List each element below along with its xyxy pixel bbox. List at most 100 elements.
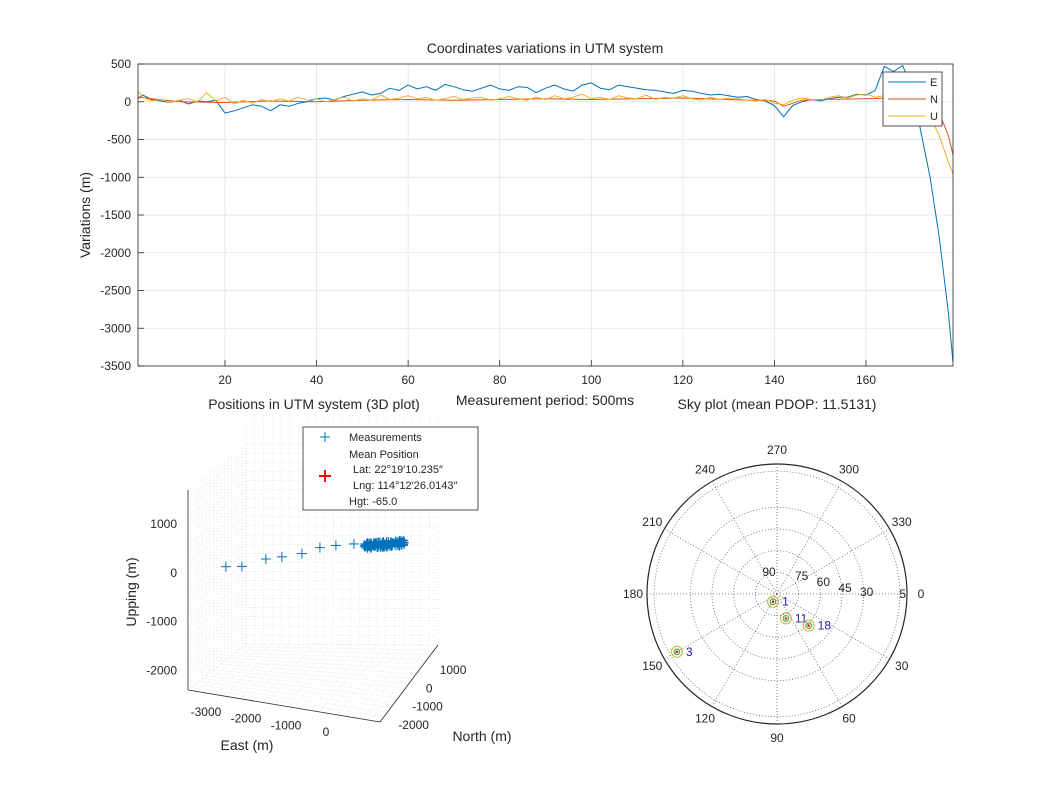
north-tick-label: -2000 xyxy=(398,718,429,732)
measurement-point xyxy=(260,554,271,565)
satellite-prn-label: 1 xyxy=(782,595,789,609)
left-wall-gridline xyxy=(187,480,247,527)
east-tick-label: 0 xyxy=(323,725,330,739)
satellite-dot xyxy=(675,650,679,654)
floor-gridline xyxy=(198,681,391,708)
scatter-3d-x-label: East (m) xyxy=(221,737,274,753)
floor-gridline xyxy=(224,661,417,675)
floor-gridline xyxy=(195,684,388,713)
north-tick-label: -1000 xyxy=(412,700,443,714)
floor-gridline xyxy=(301,644,360,710)
floor-gridline xyxy=(231,655,424,665)
left-wall-gridline xyxy=(187,443,247,491)
y-tick-label: -1500 xyxy=(100,208,131,222)
sky-azimuth-spoke xyxy=(776,593,890,660)
scatter-3d-axes xyxy=(187,490,439,723)
measurement-point xyxy=(400,536,409,545)
floor-gridline xyxy=(235,652,428,660)
sky-azimuth-spoke xyxy=(711,481,778,595)
sky-azimuth-label: 210 xyxy=(642,515,662,529)
measurement-point xyxy=(366,544,375,553)
satellite-inner xyxy=(769,598,777,606)
left-wall-gridline xyxy=(187,607,247,654)
back-wall-gridline xyxy=(245,534,439,537)
sky-elevation-ring xyxy=(653,470,901,718)
series-u-line xyxy=(137,87,954,174)
measurement-point xyxy=(370,540,379,549)
floor-gridline xyxy=(209,672,402,694)
back-wall-gridline xyxy=(245,580,439,582)
floor-gridline xyxy=(240,644,299,699)
legend-lat: Lat: 22°19′10.235″ xyxy=(353,464,443,476)
sky-azimuth-label: 90 xyxy=(770,731,784,745)
measurement-point xyxy=(348,538,359,549)
measurement-point xyxy=(314,542,325,553)
series-e-line xyxy=(137,65,954,363)
back-wall-gridline xyxy=(245,525,439,528)
satellite-dot xyxy=(771,600,775,604)
floor-gridline xyxy=(196,643,255,692)
y-tick-label: -3500 xyxy=(100,359,131,373)
scatter-3d-title: Positions in UTM system (3D plot) xyxy=(208,396,420,412)
floor-gridline xyxy=(242,646,435,651)
back-wall-gridline xyxy=(245,634,439,637)
measurement-point xyxy=(379,543,388,552)
floor-gridline xyxy=(362,644,421,720)
back-wall-gridline xyxy=(245,607,439,609)
floor-gridline xyxy=(206,675,399,699)
sky-azimuth-label: 0 xyxy=(918,587,925,601)
satellite-inner xyxy=(805,622,812,629)
back-wall-gridline xyxy=(245,616,439,618)
back-wall-gridline xyxy=(245,598,439,600)
satellite-prn-label: 3 xyxy=(686,645,693,659)
floor-gridline xyxy=(238,649,431,655)
floor-gridline xyxy=(336,644,395,715)
satellite-inner xyxy=(782,615,790,622)
x-tick-label: 120 xyxy=(673,373,693,387)
sky-elevation-label: 45 xyxy=(838,581,852,595)
legend-box xyxy=(302,426,479,511)
left-wall-gridline xyxy=(187,589,247,636)
sky-elevation-label: 60 xyxy=(817,575,831,589)
sky-elevation-ring xyxy=(733,550,821,638)
left-wall-gridline xyxy=(187,534,247,582)
back-wall-gridline xyxy=(245,589,439,591)
legend-mean-marker xyxy=(319,470,331,482)
left-wall-gridline xyxy=(187,452,247,500)
sky-elevation-label: 5 xyxy=(899,587,906,601)
measurement-point xyxy=(276,551,287,562)
legend-u-label: U xyxy=(930,111,938,123)
x-tick-label: 160 xyxy=(856,373,876,387)
x-tick-label: 100 xyxy=(581,373,601,387)
north-axis-line xyxy=(379,644,439,723)
y-tick-label: -2000 xyxy=(100,246,131,260)
floor-gridline xyxy=(257,644,316,702)
sky-azimuth-label: 330 xyxy=(892,515,912,529)
floor-gridline xyxy=(205,643,264,694)
left-wall-gridline xyxy=(187,616,247,663)
measurement-point xyxy=(378,539,387,548)
sky-azimuth-spoke xyxy=(664,528,778,595)
y-tick-label: -2500 xyxy=(100,284,131,298)
floor-gridline xyxy=(353,644,413,718)
scatter-3d-legend: Measurements Mean Position Lat: 22°19′10… xyxy=(302,426,479,511)
floor-gridline xyxy=(222,643,282,697)
east-tick-label: -1000 xyxy=(271,718,302,732)
scatter-3d-points xyxy=(220,536,409,572)
floor-gridline xyxy=(202,678,395,703)
up-tick-label: 0 xyxy=(170,566,177,580)
left-wall-gridline xyxy=(187,543,247,591)
line-chart-x-ticks: 20 40 60 80 100 120 140 160 xyxy=(218,360,876,387)
back-wall-gridline xyxy=(245,552,439,555)
line-chart-title: Coordinates variations in UTM system xyxy=(427,40,664,56)
left-wall-gridline xyxy=(187,580,247,627)
legend-n-label: N xyxy=(930,94,938,106)
sky-elevation-ring xyxy=(689,506,865,682)
x-tick-label: 40 xyxy=(310,373,324,387)
east-tick-label: -3000 xyxy=(191,705,222,719)
sky-azimuth-label: 270 xyxy=(767,443,787,457)
legend-mean-title: Mean Position xyxy=(349,449,419,461)
scatter-3d-z-label: Upping (m) xyxy=(123,557,139,626)
sky-azimuth-label: 240 xyxy=(695,462,715,476)
sky-elevation-label: 90 xyxy=(762,565,776,579)
